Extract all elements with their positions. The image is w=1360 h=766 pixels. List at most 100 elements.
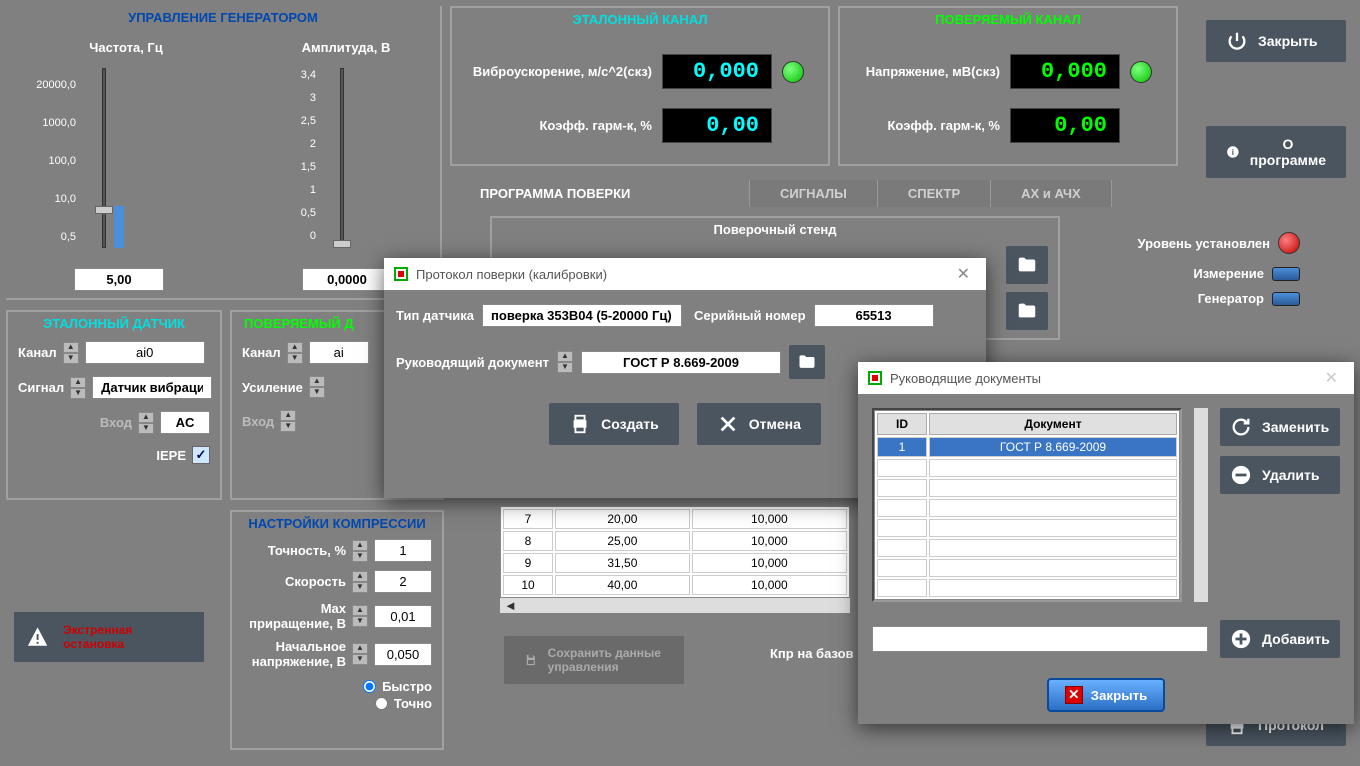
stand-folder-1[interactable] (1006, 246, 1048, 284)
iepe-checkbox[interactable]: ✓ (192, 446, 210, 464)
table-row[interactable] (877, 579, 1177, 597)
serial-value[interactable] (814, 304, 934, 327)
table-row[interactable]: 1ГОСТ Р 8.669-2009 (877, 437, 1177, 457)
speed-spinner[interactable]: ▲▼ (352, 571, 368, 593)
table-row[interactable] (877, 539, 1177, 557)
amp-slider[interactable] (340, 68, 344, 248)
save-control-button[interactable]: Сохранить данные управления (504, 636, 684, 684)
protocol-modal-title: Протокол поверки (калибровки) (416, 267, 607, 282)
refresh-icon (1230, 416, 1252, 438)
test-ch-label: Канал (242, 345, 281, 360)
ref-ch-value[interactable] (85, 341, 205, 364)
close-button[interactable]: Закрыть (1206, 20, 1346, 62)
acc-value[interactable] (374, 539, 432, 562)
doc-folder[interactable] (789, 345, 825, 379)
table-row[interactable] (877, 499, 1177, 517)
ref-ch-label: Канал (18, 345, 57, 360)
save-icon (524, 649, 538, 671)
test-ch-value[interactable] (309, 341, 369, 364)
test-gain-label: Усиление (242, 380, 303, 395)
doc-spinner[interactable]: ▲▼ (557, 351, 573, 373)
tab-ax[interactable]: АХ и АЧХ (991, 180, 1111, 207)
docs-modal-title: Руководящие документы (890, 371, 1041, 386)
acc-spinner[interactable]: ▲▼ (352, 540, 368, 562)
table-row: 931,5010,000 (503, 553, 847, 573)
kpr-label: Кпр на базов (770, 646, 854, 661)
power-icon (1226, 30, 1248, 52)
tab-signals[interactable]: СИГНАЛЫ (750, 180, 878, 207)
freq-ticks: 20000,01000,0100,010,00,5 (16, 66, 76, 256)
test-in-spinner[interactable]: ▲▼ (280, 410, 296, 432)
estop-button[interactable]: Экстренная остановка (14, 612, 204, 662)
test-channel-title: ПОВЕРЯЕМЫЙ КАНАЛ (840, 8, 1176, 31)
tab-spectrum[interactable]: СПЕКТР (878, 180, 991, 207)
amp-value[interactable] (302, 268, 392, 291)
precise-radio[interactable] (375, 697, 388, 710)
hscroll-left[interactable]: ◄ (500, 598, 850, 613)
fast-radio[interactable] (363, 680, 376, 693)
docs-scrollbar[interactable] (1194, 408, 1208, 602)
fast-label: Быстро (382, 679, 432, 694)
table-row[interactable] (877, 479, 1177, 497)
start-spinner[interactable]: ▲▼ (352, 643, 368, 665)
docs-modal-close[interactable]: ✕ (1319, 368, 1344, 388)
col-doc[interactable]: Документ (929, 413, 1177, 435)
freq-value[interactable] (74, 268, 164, 291)
test-ch-spinner[interactable]: ▲▼ (287, 342, 303, 364)
delete-button[interactable]: Удалить (1220, 456, 1340, 494)
ref-in-spinner[interactable]: ▲▼ (138, 412, 154, 434)
compression-panel: НАСТРОЙКИ КОМПРЕССИИ Точность, % ▲▼ Скор… (230, 510, 444, 750)
ref-ch-spinner[interactable]: ▲▼ (63, 342, 79, 364)
table-row: 825,0010,000 (503, 531, 847, 551)
add-button[interactable]: Добавить (1220, 620, 1340, 658)
doc-value[interactable] (581, 351, 781, 374)
info-icon: i (1226, 141, 1240, 163)
new-doc-input[interactable] (872, 626, 1208, 652)
max-value[interactable] (374, 605, 432, 628)
test-thd-label: Коэфф. гарм-к, % (850, 118, 1000, 133)
print-icon (569, 413, 591, 435)
serial-label: Серийный номер (694, 308, 806, 323)
table-row[interactable] (877, 519, 1177, 537)
iepe-label: IEPE (156, 448, 186, 463)
compression-title: НАСТРОЙКИ КОМПРЕССИИ (232, 512, 442, 535)
start-value[interactable] (374, 643, 432, 666)
accel-label: Виброускорение, м/с^2(скз) (462, 64, 652, 79)
ref-sensor-panel: ЭТАЛОННЫЙ ДАТЧИК Канал ▲▼ Сигнал ▲▼ Вход… (6, 310, 222, 500)
table-row[interactable] (877, 459, 1177, 477)
tab-program[interactable]: ПРОГРАММА ПОВЕРКИ (450, 180, 750, 207)
test-channel-panel: ПОВЕРЯЕМЫЙ КАНАЛ Напряжение, мВ(скз) 0,0… (838, 6, 1178, 166)
ref-in-value[interactable] (160, 411, 210, 434)
docs-table[interactable]: IDДокумент 1ГОСТ Р 8.669-2009 (874, 410, 1180, 600)
close-x-icon: ✕ (1065, 686, 1083, 704)
speed-value[interactable] (374, 570, 432, 593)
cancel-button[interactable]: Отмена (697, 403, 821, 445)
freq-slider[interactable] (102, 68, 106, 248)
meas-led (1272, 267, 1300, 281)
stand-folder-2[interactable] (1006, 292, 1048, 330)
precise-label: Точно (394, 696, 432, 711)
max-spinner[interactable]: ▲▼ (352, 605, 368, 627)
ref-sig-spinner[interactable]: ▲▼ (70, 377, 86, 399)
max-label: Max приращение, В (246, 601, 346, 631)
col-id[interactable]: ID (877, 413, 927, 435)
ref-sig-value[interactable] (92, 376, 212, 399)
freq-table[interactable]: 720,0010,000 825,0010,000 931,5010,000 1… (500, 506, 850, 598)
folder-icon (797, 352, 817, 372)
level-led (1278, 232, 1300, 254)
generator-title: УПРАВЛЕНИЕ ГЕНЕРАТОРОМ (6, 6, 440, 29)
protocol-modal-close[interactable]: ✕ (951, 264, 976, 284)
app-icon (394, 267, 408, 281)
docs-modal-titlebar[interactable]: Руководящие документы ✕ (858, 362, 1354, 394)
protocol-modal-titlebar[interactable]: Протокол поверки (калибровки) ✕ (384, 258, 986, 290)
replace-button[interactable]: Заменить (1220, 408, 1340, 446)
type-value[interactable] (482, 304, 682, 327)
table-row[interactable] (877, 559, 1177, 577)
about-button[interactable]: i О программе (1206, 126, 1346, 178)
docs-close-button[interactable]: ✕ Закрыть (1047, 678, 1166, 712)
plus-icon (1230, 628, 1252, 650)
create-button[interactable]: Создать (549, 403, 679, 445)
test-gain-spinner[interactable]: ▲▼ (309, 376, 325, 398)
volt-led (1130, 61, 1152, 83)
estop-label: Экстренная остановка (63, 623, 192, 651)
